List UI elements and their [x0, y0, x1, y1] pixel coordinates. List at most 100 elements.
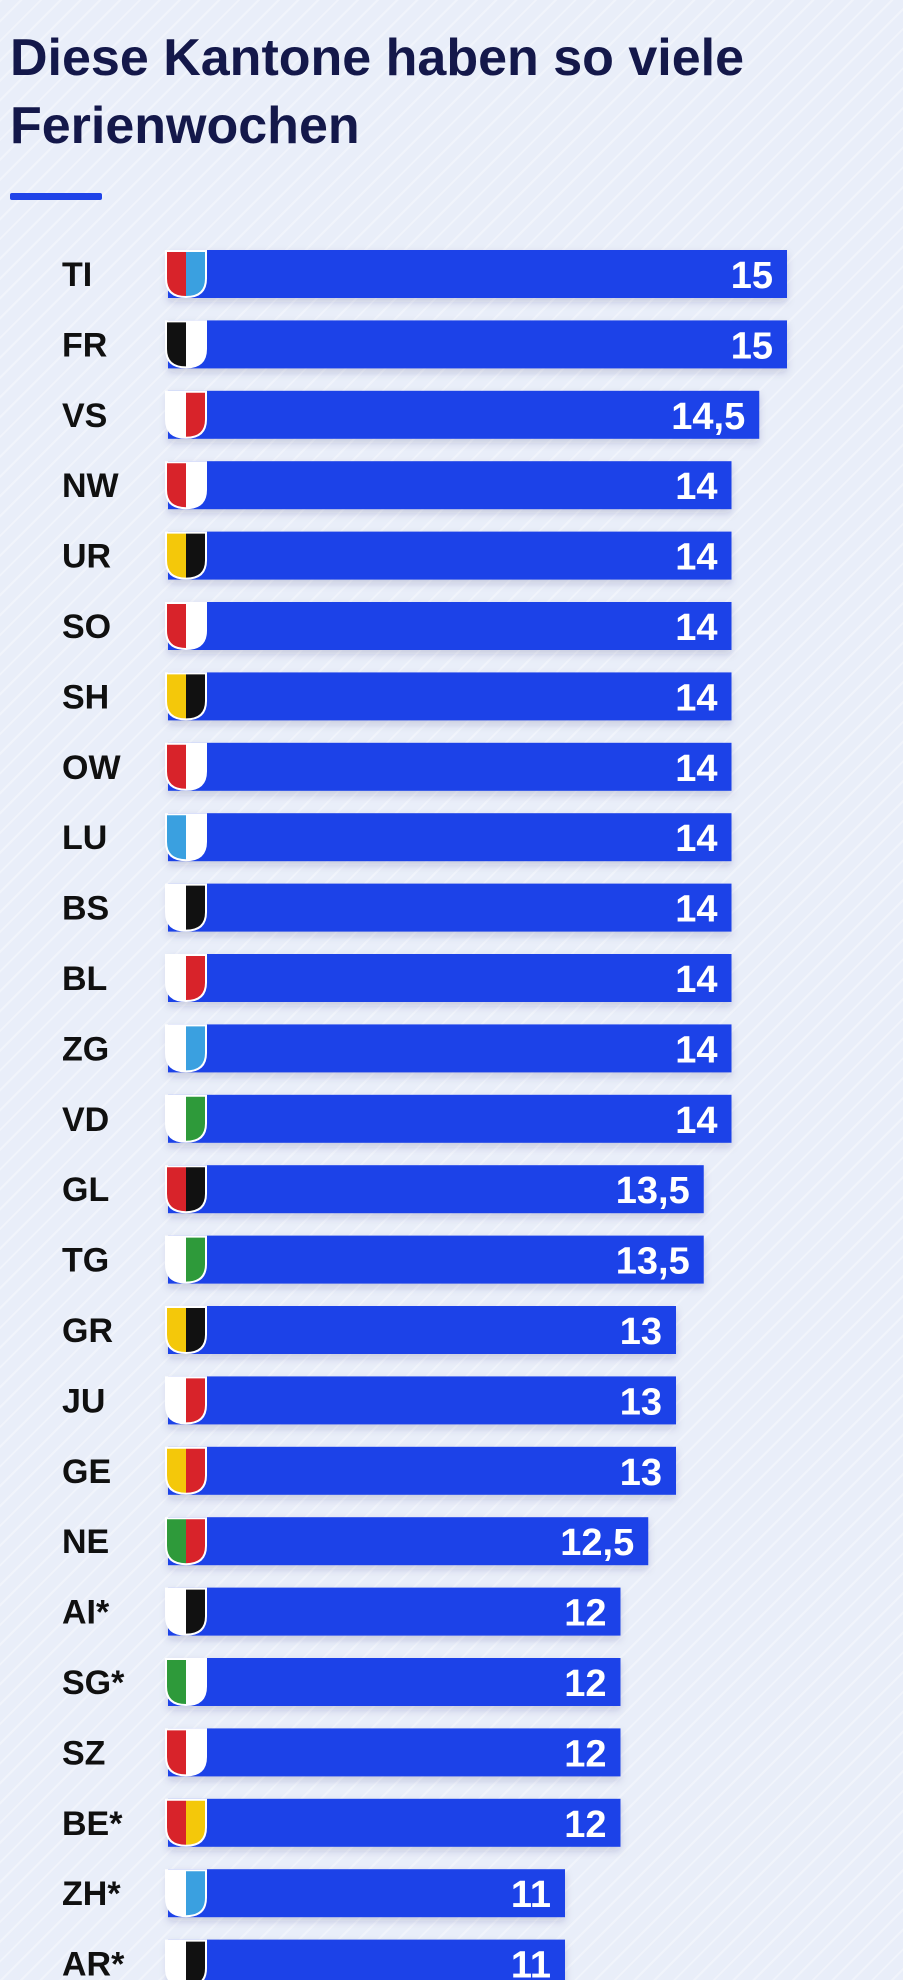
bar-row: OW 14	[62, 742, 732, 791]
thurgau-flag-icon	[165, 1235, 207, 1284]
appenzell-ausserrhoden-flag-icon	[165, 1939, 207, 1980]
geneve-flag-icon	[165, 1446, 207, 1495]
bar-row: AI* 12	[62, 1587, 621, 1636]
bar	[168, 250, 787, 298]
bar	[168, 672, 732, 721]
value-label: 12	[564, 1804, 606, 1846]
value-label: 14	[675, 677, 717, 719]
value-label: 14	[675, 818, 717, 860]
bar	[168, 1517, 649, 1566]
category-label: ZG	[62, 1030, 109, 1068]
bar-row: GE 13	[62, 1446, 676, 1495]
category-label: SG*	[62, 1664, 125, 1702]
glarus-flag-icon	[165, 1165, 207, 1214]
bar	[168, 1235, 704, 1284]
bar-row: BE* 12	[62, 1798, 621, 1847]
value-label: 14	[675, 607, 717, 649]
category-label: OW	[62, 749, 121, 787]
value-label: 13	[620, 1452, 662, 1494]
category-label: GL	[62, 1171, 109, 1209]
bar	[168, 461, 732, 510]
value-label: 12	[564, 1663, 606, 1705]
category-label: NW	[62, 467, 120, 505]
bar	[168, 1658, 621, 1706]
bern-flag-icon	[165, 1798, 207, 1847]
nidwalden-flag-icon	[165, 461, 207, 510]
jura-flag-icon	[165, 1376, 207, 1425]
bar	[168, 531, 732, 580]
st-gallen-flag-icon	[165, 1658, 207, 1707]
value-label: 13,5	[616, 1170, 690, 1212]
bar-row: ZH* 11	[62, 1869, 565, 1918]
bar	[168, 813, 732, 862]
category-label: GE	[62, 1453, 111, 1491]
bar-row: BL 14	[62, 954, 732, 1003]
bar-row: BS 14	[62, 883, 732, 932]
bar-row: NE 12,5	[62, 1517, 649, 1566]
bar-row: GL 13,5	[62, 1165, 704, 1214]
neuchatel-flag-icon	[165, 1517, 207, 1566]
fribourg-flag-icon	[165, 320, 207, 369]
bar	[168, 883, 732, 932]
category-label: SH	[62, 678, 109, 716]
appenzell-innerrhoden-flag-icon	[165, 1587, 207, 1636]
category-label: VD	[62, 1101, 109, 1139]
bar	[168, 1024, 732, 1073]
category-label: JU	[62, 1382, 105, 1420]
category-label: FR	[62, 326, 107, 364]
zuerich-flag-icon	[165, 1869, 207, 1918]
bar-row: UR 14	[62, 531, 732, 580]
bar-row: SG* 12	[62, 1658, 621, 1707]
vaud-flag-icon	[165, 1094, 207, 1143]
bar-row: AR* 11	[62, 1939, 565, 1980]
category-label: BL	[62, 960, 107, 998]
value-label: 11	[511, 1874, 551, 1916]
bar-row: VS 14,5	[62, 390, 760, 439]
value-label: 13	[620, 1311, 662, 1353]
bar-row: SO 14	[62, 602, 732, 651]
bar	[168, 742, 732, 791]
category-label: ZH*	[62, 1875, 121, 1913]
bar-row: SZ 12	[62, 1728, 621, 1777]
value-label: 12	[564, 1733, 606, 1775]
category-label: BE*	[62, 1805, 123, 1843]
bar	[168, 1939, 565, 1980]
value-label: 14	[675, 537, 717, 579]
basel-land-flag-icon	[165, 954, 207, 1003]
bar-row: LU 14	[62, 813, 732, 862]
category-label: VS	[62, 397, 107, 435]
category-label: NE	[62, 1523, 109, 1561]
obwalden-flag-icon	[165, 742, 207, 791]
category-label: TG	[62, 1242, 109, 1280]
bar-row: ZG 14	[62, 1024, 732, 1073]
bar-row: TG 13,5	[62, 1235, 704, 1284]
category-label: AR*	[62, 1946, 125, 1980]
bar-row: VD 14	[62, 1094, 732, 1143]
schaffhausen-flag-icon	[165, 672, 207, 721]
category-label: TI	[62, 256, 92, 294]
luzern-flag-icon	[165, 813, 207, 862]
value-label: 12,5	[560, 1522, 634, 1564]
basel-stadt-flag-icon	[165, 883, 207, 932]
category-label: UR	[62, 538, 111, 576]
category-label: SZ	[62, 1734, 105, 1772]
bar	[168, 1376, 676, 1425]
bar	[168, 1798, 621, 1847]
zug-flag-icon	[165, 1024, 207, 1073]
bar-row: FR 15	[62, 320, 787, 369]
schwyz-flag-icon	[165, 1728, 207, 1777]
ticino-flag-icon	[165, 250, 207, 299]
bar-row: GR 13	[62, 1306, 676, 1355]
bar	[168, 1165, 704, 1214]
value-label: 12	[564, 1593, 606, 1635]
bar	[168, 1728, 621, 1777]
bar	[168, 954, 732, 1002]
bar	[168, 1094, 732, 1143]
bar	[168, 1306, 676, 1354]
category-label: AI*	[62, 1594, 110, 1632]
value-label: 11	[511, 1945, 551, 1980]
bar	[168, 320, 787, 369]
valais-flag-icon	[165, 390, 207, 439]
graubuenden-flag-icon	[165, 1306, 207, 1355]
value-label: 14	[675, 748, 717, 790]
